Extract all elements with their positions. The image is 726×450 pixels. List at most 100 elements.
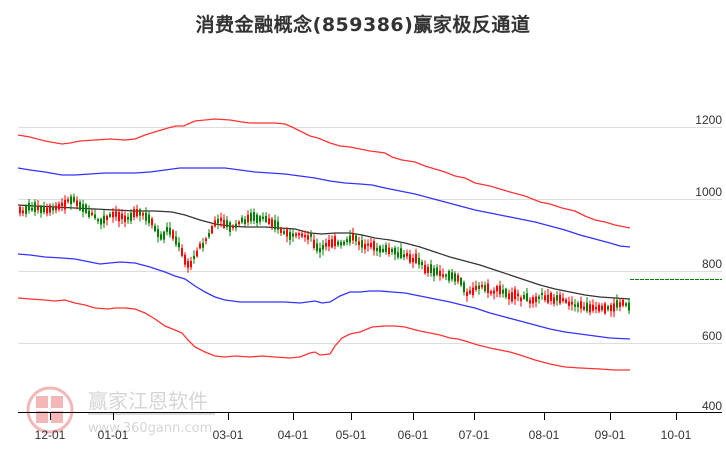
candle-body	[328, 239, 330, 247]
candle-body	[52, 207, 54, 211]
candle-body	[157, 229, 159, 237]
candle-body	[274, 220, 276, 230]
candle-body	[172, 230, 174, 239]
candle-body	[607, 306, 609, 310]
candle-body	[619, 302, 621, 307]
candle-body	[265, 216, 267, 222]
candle-body	[571, 301, 573, 305]
candle-body	[325, 243, 327, 247]
candle-body	[382, 248, 384, 252]
candle-body	[487, 283, 489, 293]
candle-body	[421, 261, 423, 266]
candle-body	[64, 200, 66, 210]
candle-body	[343, 241, 345, 245]
candle-body	[385, 244, 387, 252]
candle-body	[529, 299, 531, 304]
chart-title: 消费金融概念(859386)赢家极反通道	[195, 14, 531, 36]
candle-body	[169, 227, 171, 235]
candle-body	[364, 243, 366, 250]
candle-body	[517, 293, 519, 297]
outer-lower-band	[17, 297, 630, 371]
candle-body	[37, 205, 39, 211]
candle-body	[73, 196, 75, 202]
candle-body	[40, 206, 42, 213]
candle-body	[580, 301, 582, 309]
candle-body	[334, 236, 336, 247]
candle-body	[460, 278, 462, 286]
candle-body	[457, 275, 459, 282]
candle-body	[307, 235, 309, 240]
candle-body	[193, 255, 195, 259]
candle-body	[22, 210, 24, 214]
candle-body	[490, 291, 492, 294]
candle-body	[409, 254, 411, 263]
candle-body	[154, 225, 156, 231]
candle-body	[391, 249, 393, 252]
candle-body	[76, 200, 78, 207]
candle-body	[85, 204, 87, 213]
candle-body	[103, 215, 105, 224]
candle-body	[403, 254, 405, 258]
candle-body	[244, 219, 246, 224]
candle-body	[412, 258, 414, 263]
candle-body	[100, 218, 102, 225]
candle-body	[472, 287, 474, 296]
candle-body	[520, 297, 522, 302]
candle-body	[139, 209, 141, 216]
x-tick-label: 10-01	[661, 428, 692, 442]
watermark-url: www.360gann.com	[88, 421, 212, 436]
candle-body	[235, 223, 237, 228]
candle-body	[415, 253, 417, 263]
middle-line	[17, 204, 631, 300]
candle-body	[208, 233, 210, 237]
candle-body	[202, 243, 204, 248]
candle-body	[250, 212, 252, 222]
candle-body	[190, 261, 192, 268]
candle-body	[625, 303, 627, 306]
candle-body	[292, 233, 294, 237]
candle-body	[496, 286, 498, 292]
candle-body	[34, 202, 36, 212]
gridlines	[18, 127, 722, 344]
candle-body	[445, 274, 447, 277]
x-tick-label: 01-01	[98, 428, 129, 442]
candle-body	[187, 261, 189, 268]
candle-body	[142, 213, 144, 216]
candle-body	[226, 220, 228, 228]
candle-body	[133, 209, 135, 217]
candle-body	[544, 295, 546, 301]
x-tick-label: 12-01	[35, 428, 66, 442]
candle-body	[70, 196, 72, 204]
candle-body	[259, 216, 261, 222]
candle-body	[598, 304, 600, 312]
y-axis-labels: 1200 1000 800 600 400	[695, 113, 722, 413]
candle-body	[277, 221, 279, 230]
candle-body	[43, 207, 45, 213]
candle-body	[91, 212, 93, 216]
candle-body	[49, 205, 51, 213]
candle-body	[547, 294, 549, 303]
candle-body	[361, 240, 363, 248]
candle-body	[55, 205, 57, 211]
candle-body	[280, 228, 282, 233]
candle-body	[448, 271, 450, 281]
candle-body	[493, 290, 495, 294]
candle-body	[97, 219, 99, 222]
candle-body	[424, 264, 426, 274]
candle-body	[433, 268, 435, 277]
candle-body	[295, 233, 297, 236]
y-tick-label: 800	[702, 257, 722, 271]
candle-body	[298, 233, 300, 236]
candle-body	[337, 241, 339, 245]
candle-body	[145, 212, 147, 221]
candle-body	[439, 270, 441, 276]
candle-body	[283, 231, 285, 234]
candle-body	[88, 210, 90, 217]
candle-body	[352, 233, 354, 241]
inner-lower-band	[17, 253, 631, 340]
candle-body	[262, 216, 264, 219]
candle-body	[58, 203, 60, 210]
candle-body	[214, 220, 216, 227]
candle-body	[313, 239, 315, 248]
candle-body	[196, 250, 198, 257]
